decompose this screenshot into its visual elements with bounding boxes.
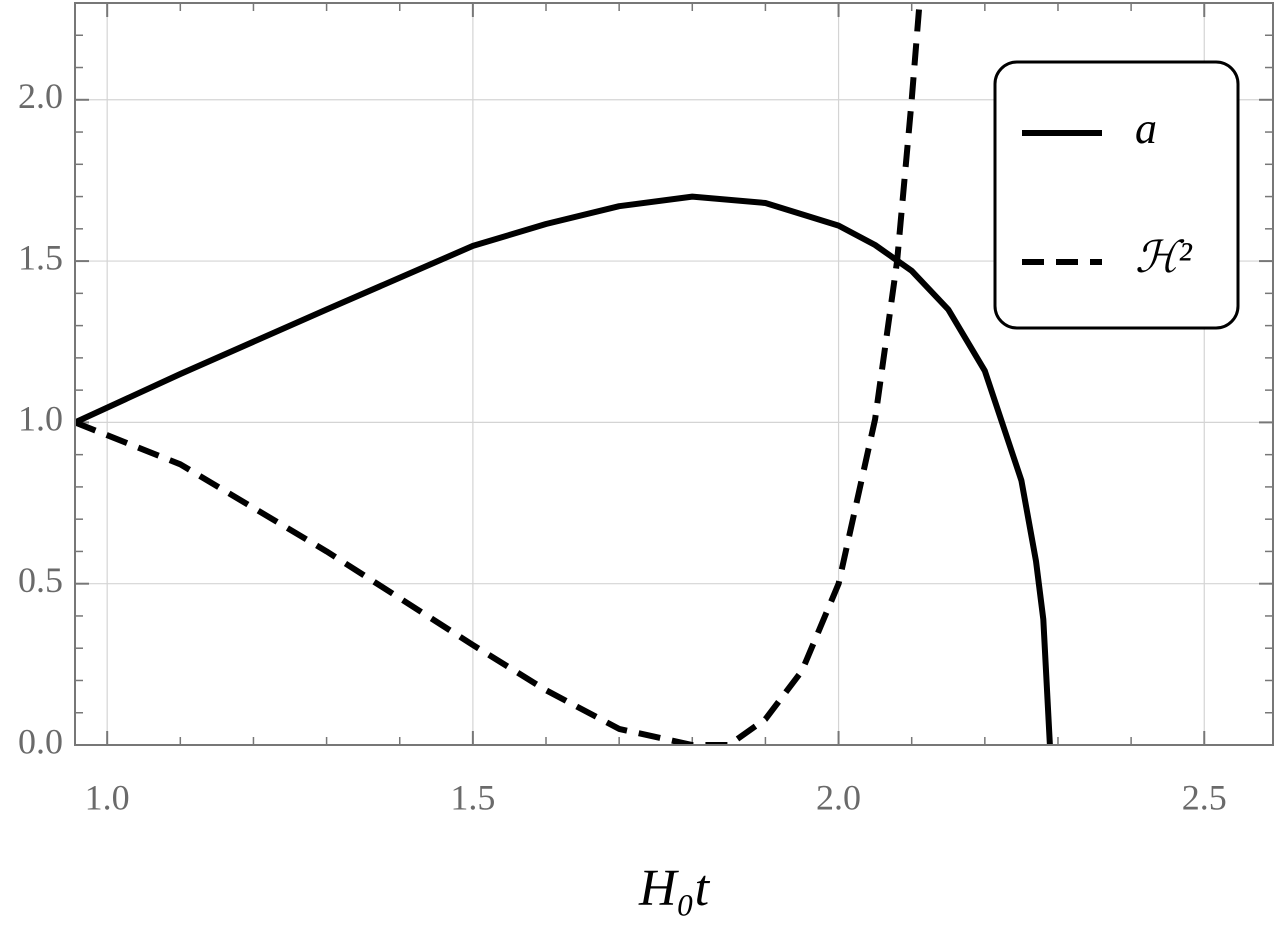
x-tick-label: 2.0 — [816, 777, 861, 817]
x-axis-label: H₀t — [638, 860, 711, 917]
legend-label: ℋ² — [1135, 233, 1192, 282]
y-tick-label: 1.0 — [18, 399, 63, 439]
y-tick-label: 0.5 — [18, 560, 63, 600]
series-line — [75, 9, 922, 745]
x-tick-label: 1.0 — [85, 777, 130, 817]
x-tick-label: 1.5 — [450, 777, 495, 817]
x-tick-label: 2.5 — [1182, 777, 1227, 817]
y-tick-label: 0.0 — [18, 721, 63, 761]
y-tick-label: 1.5 — [18, 237, 63, 277]
y-tick-label: 2.0 — [18, 76, 63, 116]
legend-box — [993, 60, 1240, 330]
legend-label: a — [1135, 104, 1157, 153]
plot-frame — [74, 2, 1274, 746]
series-line — [75, 193, 1053, 745]
